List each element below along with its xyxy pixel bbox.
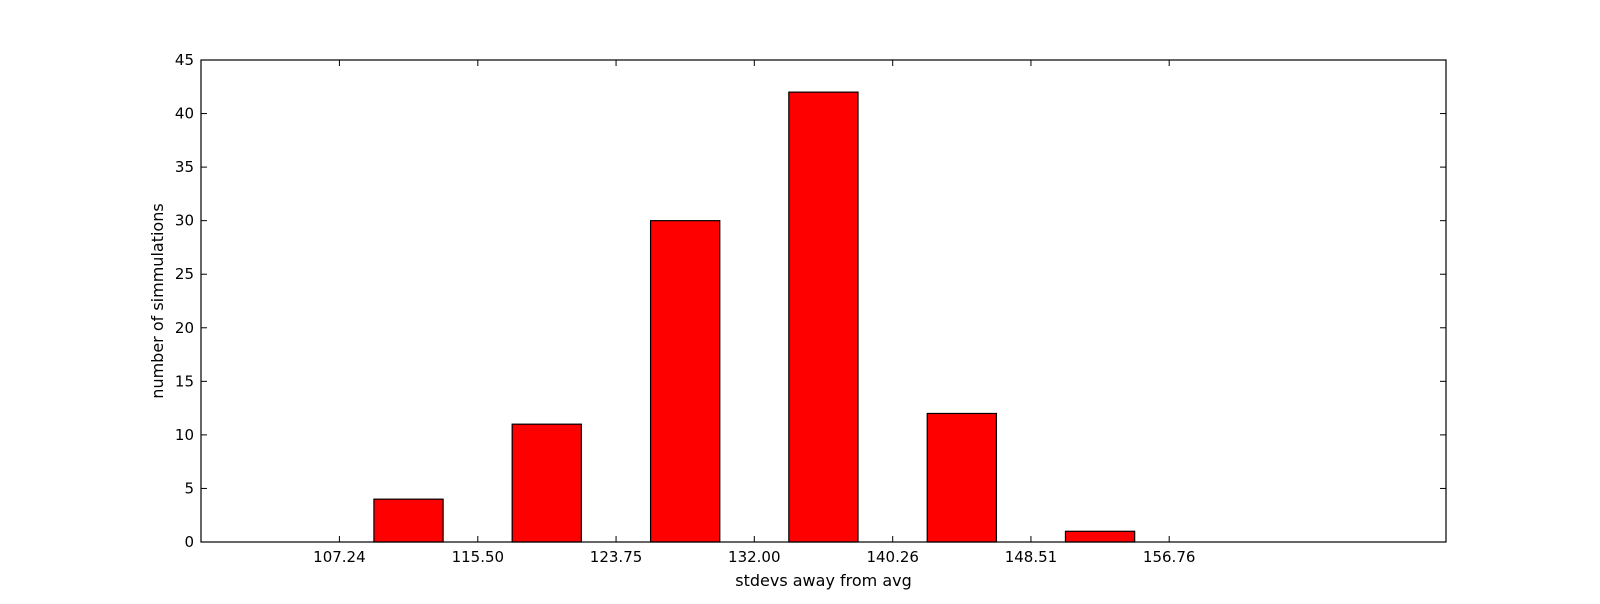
bar — [926, 412, 998, 543]
x-tick-label: 148.51 — [1005, 548, 1058, 566]
y-tick-label: 35 — [175, 158, 194, 176]
x-tick-label: 107.24 — [313, 548, 366, 566]
y-tick-label: 10 — [175, 426, 194, 444]
y-tick-label: 20 — [175, 319, 194, 337]
bar — [788, 91, 859, 543]
y-tick-label: 5 — [184, 479, 194, 497]
y-tick-label: 45 — [175, 51, 194, 69]
bar — [1064, 530, 1136, 543]
ticks-layer: 107.24 115.50 123.75 132.00 140.26 148.51 156.… — [175, 51, 1446, 566]
plot-frame — [200, 59, 1447, 543]
y-tick-label: 25 — [175, 265, 194, 283]
x-tick-label: 140.26 — [866, 548, 919, 566]
x-axis-label: stdevs away from avg — [735, 571, 912, 590]
y-tick-label: 30 — [175, 212, 194, 230]
y-tick-label: 15 — [175, 372, 194, 390]
y-axis-label: number of simmulations — [148, 203, 167, 398]
x-tick-label: 123.75 — [590, 548, 643, 566]
x-tick-label: 156.76 — [1143, 548, 1196, 566]
x-tick-label: 132.00 — [728, 548, 781, 566]
x-tick-label: 115.50 — [452, 548, 505, 566]
bars-layer — [373, 91, 1136, 543]
bar — [373, 498, 444, 543]
bar — [511, 423, 582, 543]
y-tick-label: 40 — [175, 105, 194, 123]
bar — [649, 220, 721, 543]
y-tick-label: 0 — [184, 533, 194, 551]
